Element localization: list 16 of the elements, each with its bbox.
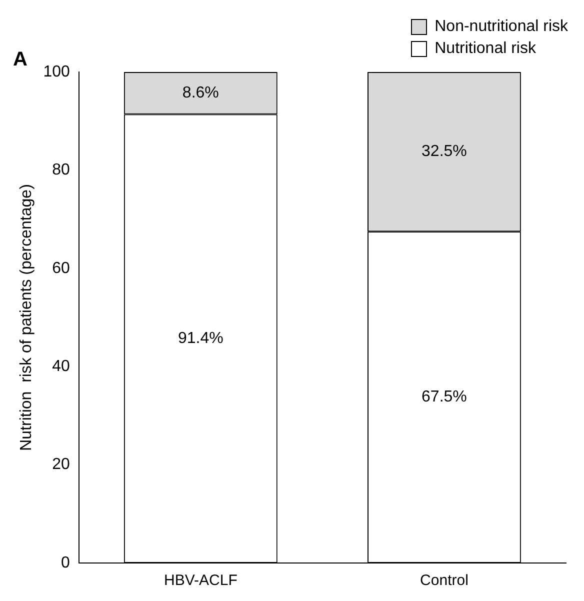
data-label: 91.4% <box>178 330 224 348</box>
y-tick-label: 20 <box>52 456 70 474</box>
legend-label: Non-nutritional risk <box>434 18 568 36</box>
data-label: 67.5% <box>422 388 467 406</box>
x-tick-label: HBV-ACLF <box>164 572 238 590</box>
data-label: 32.5% <box>422 143 467 160</box>
chart-title: A <box>13 48 28 71</box>
text: Nutritional risk <box>434 40 536 58</box>
y-tick-label: 100 <box>43 63 70 80</box>
y-axis-title: Nutrition risk of patients (percentage) <box>18 184 36 451</box>
y-tick-label: 0 <box>60 554 70 572</box>
y-tick-label: 80 <box>52 162 70 179</box>
x-tick-label: Control <box>420 572 468 590</box>
data-label: 8.6% <box>182 84 219 102</box>
y-tick-label: 40 <box>52 358 70 376</box>
y-tick-label: 60 <box>52 260 70 277</box>
